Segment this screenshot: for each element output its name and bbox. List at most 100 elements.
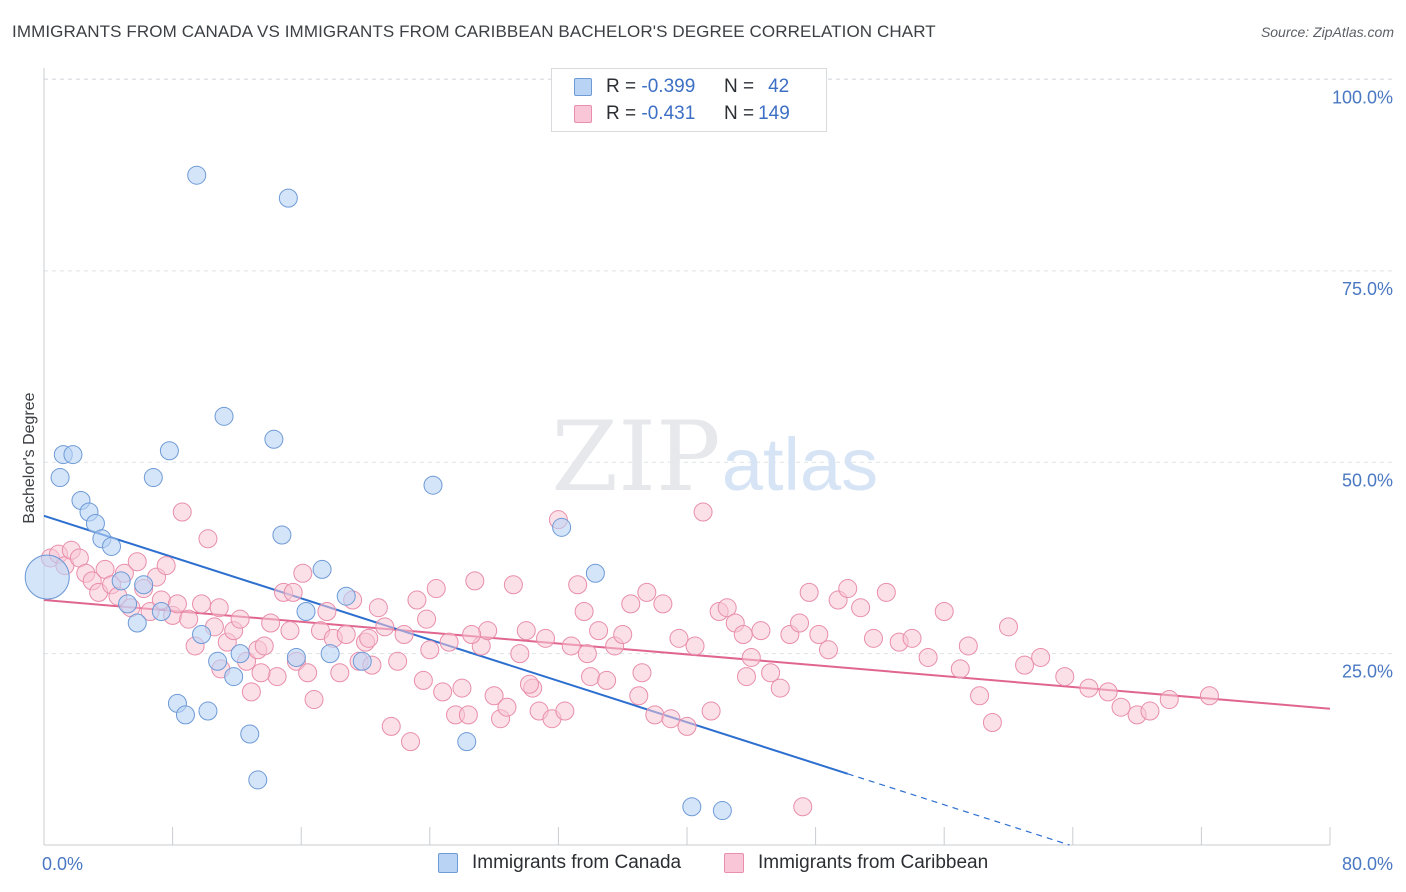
caribbean-n-label: N =: [724, 103, 755, 124]
point-canada-29: [278, 188, 298, 208]
point-caribbean-143: [577, 644, 597, 664]
point-canada-11: [127, 613, 147, 633]
point-canada-26: [248, 770, 268, 790]
point-caribbean-86: [589, 621, 609, 641]
point-canada-24: [230, 644, 250, 664]
point-caribbean-110: [790, 613, 810, 633]
point-caribbean-24: [192, 594, 212, 614]
point-caribbean-58: [407, 590, 427, 610]
point-caribbean-55: [388, 651, 408, 671]
point-caribbean-22: [179, 609, 199, 629]
point-caribbean-148: [251, 663, 271, 683]
point-caribbean-42: [304, 690, 324, 710]
point-caribbean-136: [1159, 690, 1179, 710]
point-caribbean-95: [661, 709, 681, 729]
point-caribbean-72: [497, 697, 517, 717]
watermark-zip: ZIP: [551, 401, 720, 513]
y-tick-label-1: 50.0%: [1342, 470, 1393, 490]
point-canada-14: [151, 602, 171, 622]
point-caribbean-67: [465, 571, 485, 591]
point-caribbean-97: [677, 716, 697, 736]
legend-row-canada: R = -0.399 N = 42: [574, 74, 789, 100]
point-caribbean-89: [613, 624, 633, 644]
point-caribbean-82: [561, 636, 581, 656]
point-caribbean-60: [420, 640, 440, 660]
point-caribbean-81: [555, 701, 575, 721]
point-caribbean-35: [261, 613, 281, 633]
point-canada-25: [240, 724, 260, 744]
point-caribbean-74: [510, 644, 530, 664]
point-caribbean-128: [1015, 655, 1035, 675]
point-caribbean-40: [293, 563, 313, 583]
point-canada-19: [192, 624, 212, 644]
point-canada-32: [312, 559, 332, 579]
point-caribbean-21: [172, 502, 192, 522]
point-canada-33: [320, 644, 340, 664]
point-caribbean-94: [653, 594, 673, 614]
y-tick-label-2: 75.0%: [1342, 279, 1393, 299]
grid-lines: [44, 78, 1392, 655]
point-canada-31: [296, 602, 316, 622]
canada-r-value: -0.399: [641, 76, 696, 97]
canada-n-label: N =: [724, 76, 755, 97]
legend-canada-swatch: [438, 853, 458, 873]
point-caribbean-90: [621, 594, 641, 614]
point-caribbean-59: [413, 670, 433, 690]
point-caribbean-118: [876, 582, 896, 602]
point-caribbean-138: [209, 598, 229, 618]
x-tick-label-1: 80.0%: [1342, 854, 1393, 874]
point-caribbean-96: [669, 628, 689, 648]
legend-item-caribbean: Immigrants from Caribbean: [724, 852, 988, 874]
legend-caribbean-label: Immigrants from Caribbean: [758, 852, 989, 873]
point-caribbean-122: [934, 602, 954, 622]
point-caribbean-123: [950, 659, 970, 679]
point-caribbean-99: [693, 502, 713, 522]
point-caribbean-125: [970, 686, 990, 706]
point-caribbean-144: [632, 663, 652, 683]
point-caribbean-132: [1098, 682, 1118, 702]
y-tick-label-0: 25.0%: [1342, 662, 1393, 682]
point-canada-30: [286, 647, 306, 667]
point-canada-37: [457, 732, 477, 752]
point-caribbean-13: [127, 552, 147, 572]
point-caribbean-36: [267, 667, 287, 687]
point-canada-17: [175, 705, 195, 725]
point-canada-40: [682, 797, 702, 817]
point-caribbean-142: [462, 624, 482, 644]
points-canada: [24, 165, 732, 821]
point-caribbean-135: [1140, 701, 1160, 721]
point-caribbean-147: [519, 674, 539, 694]
legend-row-caribbean: R = -0.431 N = 149: [574, 101, 790, 127]
caribbean-swatch: [574, 105, 592, 123]
point-canada-12: [134, 575, 154, 595]
point-caribbean-107: [761, 663, 781, 683]
point-caribbean-41: [298, 663, 318, 683]
point-caribbean-57: [401, 732, 421, 752]
source-credit: Source: ZipAtlas.com: [1260, 24, 1394, 40]
watermark: ZIP atlas: [551, 401, 878, 513]
point-caribbean-87: [597, 670, 617, 690]
point-canada-20: [198, 701, 218, 721]
point-caribbean-47: [336, 624, 356, 644]
point-caribbean-115: [838, 579, 858, 599]
point-canada-36: [423, 475, 443, 495]
series-legend: Immigrants from Canada Immigrants from C…: [0, 852, 1406, 878]
point-caribbean-85: [581, 667, 601, 687]
trend-line-canada-extension: [847, 773, 1070, 846]
point-caribbean-112: [809, 624, 829, 644]
point-caribbean-137: [1199, 686, 1219, 706]
point-caribbean-113: [818, 640, 838, 660]
point-canada-13: [143, 468, 163, 488]
point-caribbean-139: [283, 582, 303, 602]
point-canada-0: [24, 554, 70, 600]
point-canada-22: [214, 406, 234, 426]
caribbean-r-label: R =: [606, 103, 637, 124]
points-caribbean: [40, 502, 1219, 817]
point-caribbean-120: [902, 628, 922, 648]
tick-labels: 25.0% 50.0% 75.0% 100.0% 0.0% 80.0%: [42, 88, 1393, 875]
point-caribbean-92: [637, 582, 657, 602]
point-canada-28: [272, 525, 292, 545]
point-caribbean-117: [863, 628, 883, 648]
point-caribbean-105: [741, 647, 761, 667]
